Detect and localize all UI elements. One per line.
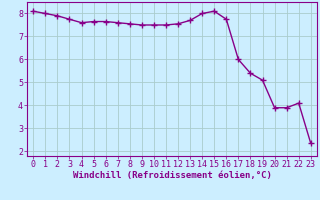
X-axis label: Windchill (Refroidissement éolien,°C): Windchill (Refroidissement éolien,°C) — [73, 171, 271, 180]
